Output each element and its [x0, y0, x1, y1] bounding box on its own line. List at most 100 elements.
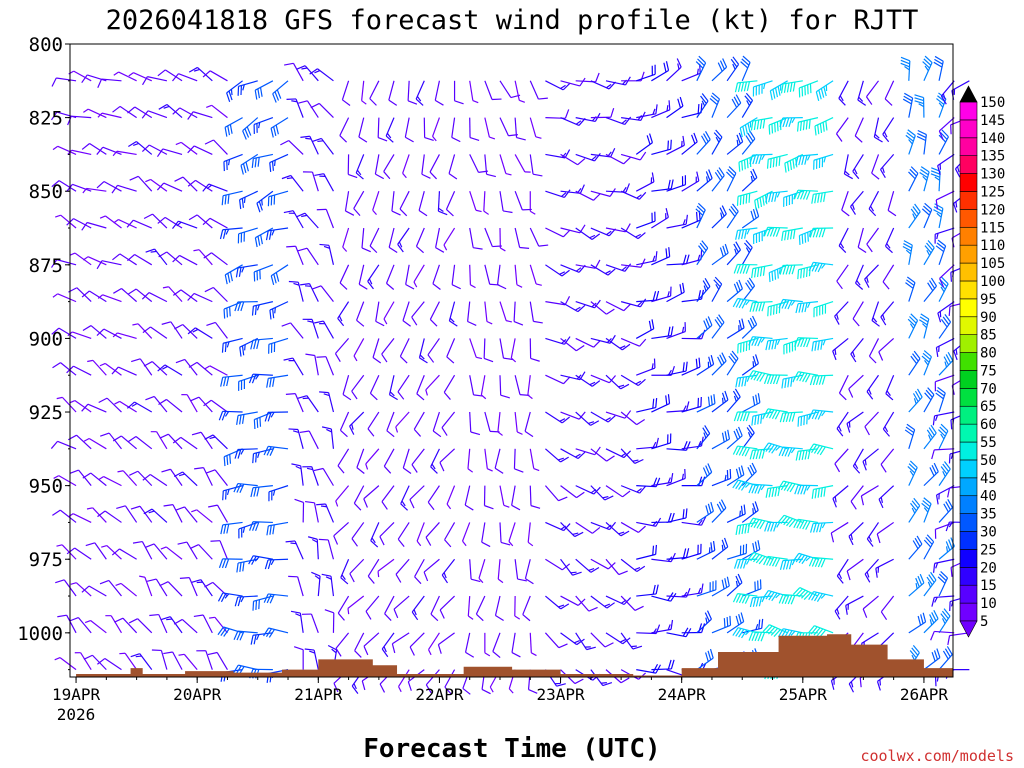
barb-feather [838, 245, 847, 254]
barb-feather [145, 248, 155, 253]
barb-feather [636, 194, 642, 199]
barb-feather [588, 568, 595, 571]
wind-barb [696, 610, 712, 634]
barb-feather [252, 453, 255, 464]
barb-feather [651, 319, 655, 329]
wind-barb [732, 297, 758, 309]
wind-barb [918, 313, 930, 339]
barb-feather [610, 108, 615, 118]
barb-feather [505, 172, 512, 176]
barb-feather [716, 316, 723, 326]
barb-feather [579, 184, 585, 194]
barb-feather [945, 546, 949, 553]
barb-shaft [880, 301, 895, 318]
barb-feather [744, 95, 752, 104]
barb-feather [174, 323, 184, 330]
barb-shaft [427, 485, 440, 503]
barb-feather [735, 468, 740, 479]
barb-feather [850, 206, 856, 215]
colorbar-label: 40 [980, 489, 997, 505]
barb-feather [157, 216, 166, 224]
barb-feather [785, 412, 790, 423]
barb-feather [229, 454, 232, 464]
wind-barb [560, 595, 586, 606]
wind-barb [605, 485, 631, 498]
barb-feather [945, 521, 950, 532]
barb-feather [257, 157, 260, 167]
barb-feather [800, 268, 803, 279]
barb-shaft [923, 356, 932, 376]
barb-feather [801, 234, 804, 244]
wind-barb [741, 540, 761, 560]
wind-barb [219, 227, 243, 240]
barb-shaft [240, 153, 259, 166]
wind-barb [636, 584, 659, 597]
barb-shaft [529, 117, 537, 137]
barb-feather [449, 317, 455, 323]
wind-barb [361, 227, 371, 253]
barb-feather [911, 647, 919, 656]
barb-feather [161, 321, 172, 325]
barb-shaft [165, 546, 183, 560]
barb-feather [652, 291, 657, 301]
barb-feather [956, 166, 960, 173]
wind-barb [111, 548, 137, 560]
barb-feather [791, 117, 796, 124]
barb-feather [210, 540, 221, 542]
wind-barb [880, 448, 895, 473]
barb-feather [875, 568, 878, 578]
barb-shaft [377, 558, 395, 572]
barb-feather [229, 124, 233, 134]
barb-feather [667, 624, 671, 631]
barb-shaft [514, 411, 518, 432]
wind-barb [908, 612, 927, 634]
barb-shaft [560, 411, 580, 420]
wind-barb [223, 301, 243, 319]
wind-barb [298, 100, 319, 118]
wind-barb [159, 581, 183, 597]
barb-feather [595, 72, 600, 83]
barb-feather [697, 58, 705, 66]
barb-shaft [87, 108, 107, 119]
barb-feather [81, 290, 90, 298]
barb-feather [562, 82, 571, 91]
wind-barb [484, 448, 493, 472]
barb-feather [698, 55, 707, 64]
barb-shaft [711, 585, 730, 597]
barb-shaft [545, 264, 563, 277]
barb-shaft [813, 521, 834, 525]
wind-barb [339, 264, 350, 290]
barb-shaft [313, 649, 319, 670]
barb-shaft [172, 504, 183, 523]
barb-feather [724, 474, 727, 481]
barb-shaft [846, 558, 864, 572]
wind-barb [358, 264, 368, 290]
wind-barb [418, 191, 428, 217]
barb-feather [841, 209, 850, 217]
wind-barb [666, 175, 687, 192]
barb-feather [97, 510, 106, 518]
barb-feather [738, 279, 743, 289]
barb-feather [814, 341, 817, 351]
wind-barb [492, 632, 501, 658]
colorbar-label: 30 [980, 525, 997, 541]
barb-feather [705, 465, 711, 475]
barb-shaft [651, 335, 672, 340]
barb-shaft [74, 400, 92, 413]
barb-shaft [135, 436, 153, 450]
barb-feather [217, 592, 224, 602]
wind-barb [157, 216, 183, 229]
barb-feather [113, 219, 119, 224]
barb-feather [705, 617, 708, 624]
wind-barb [86, 507, 107, 523]
barb-feather [884, 98, 893, 106]
barb-feather [745, 92, 753, 101]
barb-feather [817, 340, 820, 351]
wind-barb [437, 191, 448, 216]
barb-shaft [832, 485, 849, 499]
wind-barb [529, 448, 540, 472]
wind-barb [130, 505, 153, 523]
barb-feather [719, 207, 725, 217]
barb-shaft [620, 227, 639, 240]
barb-feather [871, 172, 880, 180]
